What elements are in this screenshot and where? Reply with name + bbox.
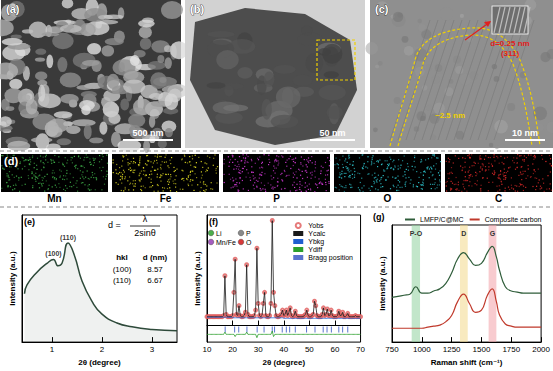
svg-text:2000: 2000 — [532, 345, 550, 354]
svg-text:50 nm: 50 nm — [319, 128, 345, 138]
svg-text:LMFP/C@MC: LMFP/C@MC — [420, 216, 464, 223]
svg-text:(100): (100) — [45, 250, 61, 258]
svg-text:Intensity (a.u.): Intensity (a.u.) — [378, 256, 387, 311]
svg-text:10: 10 — [203, 345, 212, 354]
svg-text:Fe: Fe — [160, 193, 172, 204]
svg-text:(c): (c) — [375, 3, 389, 15]
svg-text:C: C — [495, 193, 502, 204]
svg-text:2θ (degree): 2θ (degree) — [262, 358, 305, 367]
svg-text:1: 1 — [50, 345, 55, 354]
svg-text:8.57: 8.57 — [147, 265, 163, 274]
svg-text:O: O — [246, 239, 252, 246]
svg-text:40: 40 — [279, 345, 288, 354]
svg-text:Raman shift (cm⁻¹): Raman shift (cm⁻¹) — [431, 358, 503, 367]
svg-text:6.67: 6.67 — [147, 276, 163, 285]
svg-text:50: 50 — [305, 345, 314, 354]
svg-text:70: 70 — [356, 345, 365, 354]
svg-text:(a): (a) — [6, 3, 20, 15]
svg-text:Li: Li — [216, 230, 222, 237]
svg-text:(g): (g) — [373, 212, 385, 222]
svg-text:Intensity (a.u.): Intensity (a.u.) — [193, 251, 202, 306]
svg-text:G: G — [490, 230, 496, 237]
svg-text:750: 750 — [385, 345, 399, 354]
svg-text:(e): (e) — [24, 217, 35, 227]
svg-text:Ycalc: Ycalc — [308, 230, 326, 237]
svg-text:1750: 1750 — [502, 345, 520, 354]
svg-text:30: 30 — [254, 345, 263, 354]
svg-text:20: 20 — [228, 345, 237, 354]
svg-text:P: P — [246, 230, 251, 237]
svg-text:d=0.25 nm: d=0.25 nm — [490, 39, 529, 48]
svg-text:3: 3 — [150, 345, 155, 354]
svg-text:2: 2 — [100, 345, 105, 354]
svg-text:O: O — [384, 193, 392, 204]
svg-text:2θ (degree): 2θ (degree) — [78, 358, 121, 367]
svg-text:10 nm: 10 nm — [512, 128, 538, 138]
svg-text:d =: d = — [108, 220, 121, 230]
svg-text:2sinθ: 2sinθ — [134, 228, 156, 238]
svg-text:~2.5 nm: ~2.5 nm — [435, 111, 465, 120]
svg-text:(110): (110) — [113, 276, 131, 285]
svg-text:(311): (311) — [501, 49, 520, 58]
svg-text:(f): (f) — [209, 217, 218, 227]
svg-text:1250: 1250 — [443, 345, 461, 354]
svg-text:Ybkg: Ybkg — [308, 238, 324, 246]
svg-text:500 nm: 500 nm — [132, 128, 163, 138]
svg-text:P: P — [273, 193, 280, 204]
svg-text:Bragg position: Bragg position — [308, 254, 353, 262]
svg-text:Mn: Mn — [47, 193, 61, 204]
svg-text:(100): (100) — [113, 265, 132, 274]
svg-text:(d): (d) — [4, 155, 18, 167]
svg-text:d (nm): d (nm) — [143, 253, 168, 262]
svg-text:(110): (110) — [60, 234, 76, 242]
svg-text:Yobs: Yobs — [308, 222, 324, 229]
svg-text:D: D — [461, 230, 466, 237]
svg-text:hkl: hkl — [116, 253, 128, 262]
svg-text:Mn/Fe: Mn/Fe — [216, 239, 236, 246]
svg-text:60: 60 — [331, 345, 340, 354]
svg-text:1000: 1000 — [413, 345, 431, 354]
svg-text:λ: λ — [143, 214, 148, 224]
svg-text:1500: 1500 — [473, 345, 491, 354]
svg-text:Intensity (a.u.): Intensity (a.u.) — [8, 251, 17, 306]
svg-text:Composite carbon: Composite carbon — [485, 216, 542, 224]
svg-text:P-O: P-O — [410, 230, 423, 237]
svg-text:Ydiff: Ydiff — [308, 246, 322, 253]
svg-text:(b): (b) — [190, 3, 204, 15]
